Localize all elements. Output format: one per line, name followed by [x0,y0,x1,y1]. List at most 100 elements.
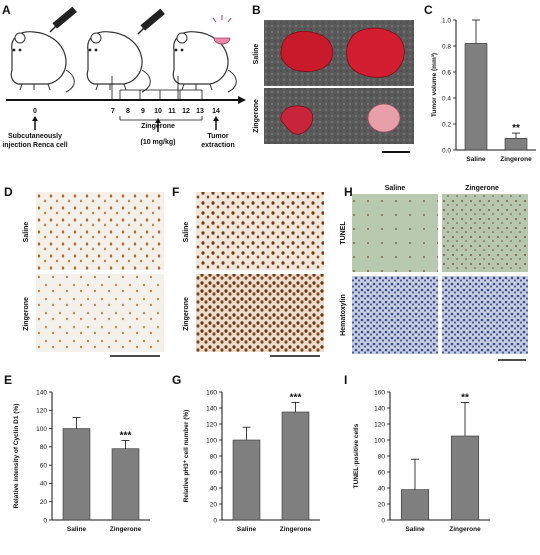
mouse-icon [10,31,75,93]
tumor-icon [212,15,232,45]
panel-letter-g: G [172,373,181,387]
hematoxylin-image-zingerone [442,276,528,354]
y-tick-label: 60 [378,469,386,476]
y-tick-label: 140 [206,405,217,412]
y-tick-label: 100 [374,437,385,444]
y-tick-label: 0 [213,517,217,524]
timeline-tick: 13 [196,108,204,115]
panel-letter-b: B [252,3,261,17]
chart-cyclin-d1: 0 20 40 60 80 100 120 140 Relative intensity of … [13,389,150,533]
y-tick-label: 120 [374,421,385,428]
timeline-tick: 11 [168,108,176,115]
x-tick-label: Saline [405,526,425,533]
panel-f: F Saline Zingerone [172,185,324,357]
x-tick-label: Zingerone [449,526,481,533]
x-tick-label: Saline [237,526,257,533]
y-tick-label: 20 [210,501,218,508]
chart-ph3: 0 20 40 60 80 100 120 140 160 Relative pH3⁺ cell … [183,389,320,533]
y-axis-label: TUNEL-positive cells [353,423,360,488]
y-tick-label: 0.6 [442,69,451,76]
y-tick-label: 140 [374,405,385,412]
row-label-hematoxylin: Hematoxylin [340,294,347,336]
bar [504,138,528,151]
bar [464,43,488,151]
row-label-zingerone: Zingerone [23,297,30,331]
y-axis-label: Relative intensity of Cyclin D1 (%) [13,404,20,509]
y-tick-label: 80 [40,444,48,451]
row-label-saline: Saline [23,222,30,243]
y-tick-label: 60 [40,462,48,469]
chart-tumor-volume: 0.0 0.2 0.4 0.6 0.8 1.0 Tumor volume (mm³) Sali… [431,17,536,163]
ihc-image-saline [196,192,324,270]
panel-i: I 0 20 40 60 80 100 120 140 160 TUNEL-positive ce… [344,373,490,533]
row-label-saline: Saline [253,44,260,65]
row-label-tunel: TUNEL [340,221,347,245]
x-tick-label: Saline [466,156,486,163]
panel-h: H Saline Zingerone TUNEL Hematoxylin [340,185,528,361]
mouse-icon [86,31,151,93]
tumor-mass [367,103,401,133]
timeline-tick: 8 [126,108,130,115]
mouse-icon [172,31,237,93]
x-tick-label: Zingerone [500,156,532,163]
y-tick-label: 60 [210,469,218,476]
panel-letter-f: F [172,185,179,199]
x-tick-label: Saline [67,526,87,533]
significance-marker: ** [512,123,520,134]
y-tick-label: 40 [210,485,218,492]
bar [281,411,310,521]
injection-label-line2: injection Renca cell [2,142,67,149]
timeline-tick: 9 [141,108,145,115]
bar [450,435,480,521]
panel-letter-c: C [424,3,433,17]
panel-letter-d: D [4,185,13,199]
y-tick-label: 0.4 [442,95,451,102]
y-tick-label: 40 [40,481,48,488]
injection-label-line1: Subcutaneously [8,133,62,140]
significance-marker: ** [461,392,469,403]
y-axis-label: Relative pH3⁺ cell number (%) [183,410,190,503]
extraction-label-line1: Tumor [207,133,229,140]
y-tick-label: 160 [374,389,385,396]
significance-marker: *** [120,430,132,441]
panel-letter-e: E [4,373,12,387]
bar [400,489,430,521]
row-label-zingerone: Zingerone [253,99,260,133]
treatment-label-line2: (10 mg/kg) [140,139,175,146]
y-tick-label: 0 [43,517,47,524]
y-tick-label: 20 [378,501,386,508]
ihc-image-saline [36,192,164,270]
y-tick-label: 0 [381,517,385,524]
y-tick-label: 120 [36,408,47,415]
tumor-mass [280,30,334,72]
tunel-image-saline [352,194,438,272]
y-tick-label: 80 [210,453,218,460]
timeline: 0 7 8 9 10 11 12 13 14 Subcutaneously in… [2,76,246,149]
syringe-icon [137,8,165,35]
y-tick-label: 0.0 [442,147,451,154]
row-label-zingerone: Zingerone [183,297,190,331]
panel-b: B Saline Zingerone [252,3,414,153]
extraction-label-line2: extraction [201,142,234,149]
y-tick-label: 0.2 [442,121,451,128]
y-tick-label: 0.8 [442,43,451,50]
tumor-mass [346,27,405,78]
panel-a: A [2,3,246,149]
hematoxylin-image-saline [352,276,438,354]
panel-e: E 0 20 40 60 80 100 120 140 Relative intensity o… [4,373,150,533]
y-tick-label: 100 [36,426,47,433]
y-tick-label: 40 [378,485,386,492]
tunel-image-zingerone [442,194,528,272]
bar [62,428,91,521]
y-axis-label: Tumor volume (mm³) [431,53,438,117]
y-tick-label: 1.0 [442,17,451,24]
y-tick-label: 100 [206,437,217,444]
timeline-tick: 12 [182,108,190,115]
panel-letter-i: I [344,373,347,387]
row-label-saline: Saline [183,222,190,243]
bar [232,439,261,521]
panel-g: G 0 20 40 60 80 100 120 140 160 Relative pH3⁺ cel… [172,373,320,533]
panel-letter-a: A [2,3,11,17]
tumor-mass [280,105,314,135]
